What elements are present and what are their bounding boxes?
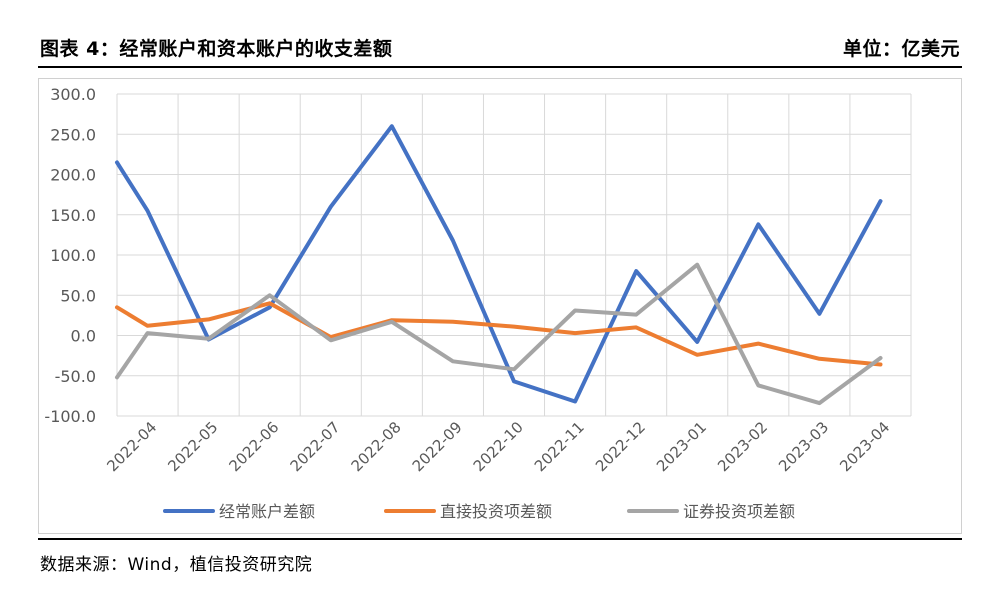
x-axis-ticks: 2022-04 2022-05 2022-06 2022-07 2022-08 2022-… [103,418,893,475]
legend-label: 经常账户差额 [219,502,315,521]
y-tick-label: 100.0 [50,246,96,265]
x-tick-label: 2022-06 [225,418,282,475]
x-tick-label: 2022-12 [592,418,649,475]
chart-header: 图表 4：经常账户和资本账户的收支差额 单位：亿美元 [38,28,962,68]
y-tick-label: 250.0 [50,125,96,144]
x-tick-label: 2022-08 [348,418,405,475]
chart-frame [38,78,962,534]
chart-title: 图表 4：经常账户和资本账户的收支差额 [40,38,393,60]
y-tick-label: 150.0 [50,206,96,225]
y-tick-label: -100.0 [44,407,96,426]
series-lines [115,124,883,406]
x-tick-label: 2022-04 [103,418,160,475]
x-tick-label: 2023-01 [653,418,710,475]
y-tick-label: -50.0 [55,367,96,386]
legend-label: 直接投资项差额 [440,502,552,521]
x-tick-label: 2022-07 [287,418,344,475]
x-tick-label: 2022-10 [470,418,527,475]
x-tick-label: 2023-04 [836,418,893,475]
x-tick-label: 2023-03 [775,418,832,475]
x-tick-label: 2022-09 [409,418,466,475]
series-line-1 [115,301,883,367]
y-tick-label: 50.0 [60,286,96,305]
legend: 经常账户差额 直接投资项差额 证券投资项差额 [163,502,795,521]
unit-label: 单位：亿美元 [842,38,960,60]
x-tick-label: 2023-02 [714,418,771,475]
x-tick-label: 2022-11 [531,418,588,475]
y-tick-label: 300.0 [50,85,96,104]
series-line-0 [115,124,883,404]
y-axis-ticks: 300.0 250.0 200.0 150.0 100.0 50.0 0.0 -50.0 -10… [44,85,96,426]
x-tick-label: 2022-05 [164,418,221,475]
y-tick-label: 0.0 [71,327,96,346]
chart-footer: 数据来源：Wind，植信投资研究院 [38,538,962,575]
y-tick-label: 200.0 [50,166,96,185]
series-line-2 [115,262,883,406]
source-note: 数据来源：Wind，植信投资研究院 [40,555,313,575]
legend-label: 证券投资项差额 [683,502,795,521]
